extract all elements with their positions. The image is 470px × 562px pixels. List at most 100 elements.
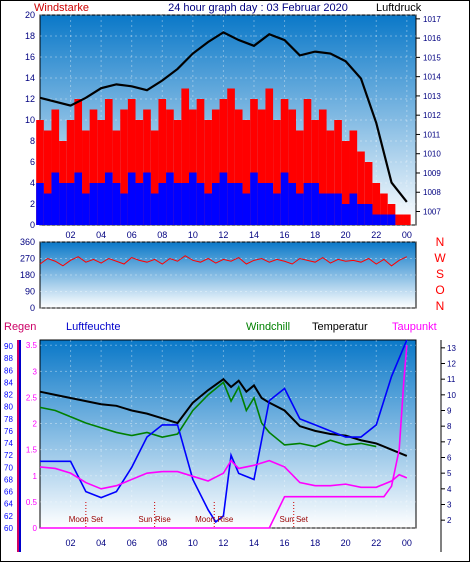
- wind-gust-bar: [364, 162, 373, 225]
- p1-x-tick-label: 22: [371, 230, 381, 240]
- wind-gust-bar: [82, 130, 90, 225]
- wind-gust-bar: [158, 99, 167, 225]
- p1-y-right-tick-label: 1009: [423, 169, 441, 178]
- rain-line: [40, 345, 408, 529]
- wind-avg-bar: [227, 183, 235, 225]
- p3-temp-tick-label: 6: [447, 454, 452, 463]
- p1-x-tick-label: 04: [96, 230, 106, 240]
- p3-humidity-tick-label: 70: [4, 463, 13, 472]
- wind-gust-bar: [318, 109, 327, 225]
- wind-avg-bar: [166, 172, 174, 225]
- p3-temp-tick-label: 12: [447, 360, 456, 369]
- wind-gust-bar: [219, 99, 228, 225]
- wind-gust-bar: [127, 99, 136, 225]
- p3-x-tick-label: 02: [66, 538, 76, 548]
- p1-y-left-tick-label: 6: [30, 157, 35, 167]
- p3-rain-tick-label: 3: [33, 367, 38, 376]
- astro-annotation: Moon Set: [69, 515, 104, 524]
- wind-gust-bar: [357, 151, 365, 225]
- p1-x-tick-label: 18: [310, 230, 320, 240]
- wind-gust-bar: [150, 130, 159, 225]
- wind-gust-bar: [265, 88, 274, 225]
- p1-x-tick-label: 02: [66, 230, 76, 240]
- wind-avg-bar: [89, 183, 98, 225]
- p2-y-tick-label: 0: [30, 303, 35, 313]
- graph-title: 24 hour graph day : 03 Februar 2020: [168, 2, 348, 14]
- wind-avg-bar: [311, 183, 319, 225]
- wind-gust-bar: [395, 214, 404, 225]
- p3-x-tick-label: 04: [96, 538, 106, 548]
- windchill-line: [39, 380, 377, 448]
- wind-gust-bar: [257, 109, 266, 225]
- wind-gust-bar: [204, 120, 212, 225]
- wind-gust-bar: [181, 88, 190, 225]
- wind-gust-bar: [403, 214, 411, 225]
- p3-temp-tick-label: 5: [447, 469, 452, 478]
- wind-gust-bar: [104, 99, 113, 225]
- wind-avg-bar: [380, 214, 388, 225]
- astro-annotation: Sun Rise: [138, 515, 171, 524]
- p1-x-tick-label: 00: [402, 230, 412, 240]
- p3-humidity-tick-label: 66: [4, 488, 13, 497]
- wind-avg-bar: [357, 204, 365, 225]
- p1-y-left-tick-label: 20: [25, 10, 35, 20]
- p3-temp-tick-label: 10: [447, 391, 456, 400]
- p2-y-tick-label: 90: [25, 287, 35, 297]
- wind-avg-bar: [250, 172, 258, 225]
- wind-gust-bar: [273, 120, 281, 225]
- wind-gust-bar: [250, 99, 258, 225]
- p1-y-right-tick-label: 1015: [423, 53, 441, 62]
- wind-avg-bar: [341, 204, 350, 225]
- wind-gust-bar: [326, 130, 335, 225]
- p1-y-right-tick-label: 1017: [423, 15, 441, 24]
- wind-avg-bar: [296, 193, 304, 225]
- p1-y-left-tick-label: 14: [25, 73, 35, 83]
- wind-gust-bar: [112, 130, 121, 225]
- wind-avg-bar: [280, 172, 289, 225]
- wind-gust-bar: [288, 109, 297, 225]
- wind-gust-bar: [189, 109, 197, 225]
- wind-gust-bar: [341, 141, 350, 225]
- p1-y-right-tick-label: 1007: [423, 208, 441, 217]
- p3-x-tick-label: 08: [157, 538, 167, 548]
- wind-avg-bar: [288, 183, 297, 225]
- windchill-label: Windchill: [246, 321, 290, 333]
- p3-x-tick-label: 22: [371, 538, 381, 548]
- wind-avg-bar: [104, 172, 113, 225]
- wind-avg-bar: [112, 183, 121, 225]
- wind-gust-bar: [43, 130, 52, 225]
- p1-x-tick-label: 20: [341, 230, 351, 240]
- wind-gust-bar: [135, 120, 144, 225]
- p3-humidity-tick-label: 84: [4, 378, 13, 387]
- p2-y-tick-label: 360: [20, 237, 35, 247]
- p3-rain-tick-label: 2.5: [26, 393, 38, 402]
- wind-avg-bar: [51, 172, 60, 225]
- p2-y-tick-label: 180: [20, 270, 35, 280]
- wind-gust-bar: [51, 109, 60, 225]
- wind-gust-bar: [166, 109, 174, 225]
- luftfeuchte-label: Luftfeuchte: [66, 321, 120, 333]
- p3-rain-tick-label: 0: [33, 524, 38, 533]
- wind-avg-bar: [97, 183, 105, 225]
- p3-rain-tick-label: 3.5: [26, 341, 38, 350]
- wind-gust-bar: [74, 99, 83, 225]
- p1-y-right-tick-label: 1010: [423, 150, 441, 159]
- humidity-line: [40, 339, 408, 524]
- wind-gust-bar: [89, 109, 98, 225]
- wind-avg-bar: [59, 183, 67, 225]
- p3-humidity-tick-label: 86: [4, 366, 13, 375]
- direction-label: S: [436, 267, 444, 281]
- p3-temp-tick-label: 9: [447, 407, 452, 416]
- wind-avg-bar: [181, 183, 190, 225]
- wind-avg-bar: [372, 214, 381, 225]
- p1-x-tick-label: 08: [157, 230, 167, 240]
- wind-avg-bar: [135, 183, 144, 225]
- p3-humidity-tick-label: 80: [4, 403, 13, 412]
- direction-label: O: [435, 283, 444, 297]
- wind-gust-bar: [120, 109, 128, 225]
- wind-avg-bar: [318, 193, 327, 225]
- p3-temp-tick-label: 3: [447, 501, 452, 510]
- p3-x-tick-label: 12: [218, 538, 228, 548]
- p1-y-left-tick-label: 16: [25, 52, 35, 62]
